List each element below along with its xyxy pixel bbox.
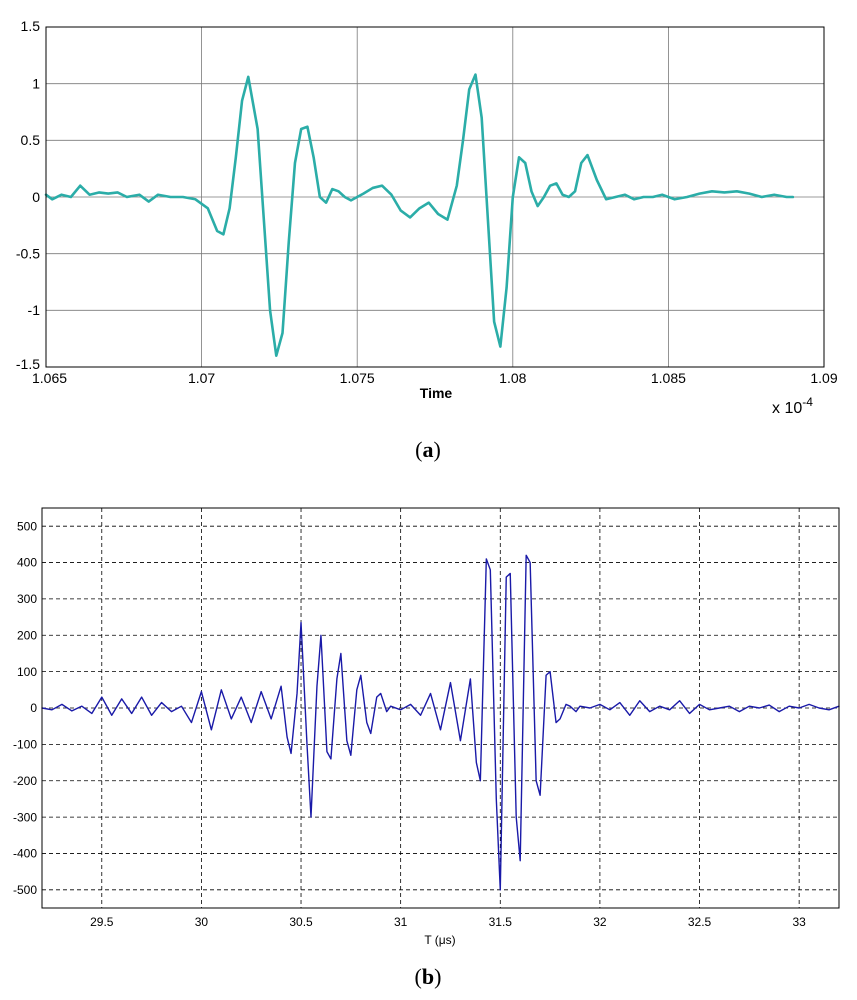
chart-b-x-tick-label: 29.5 [90,915,114,929]
chart-b-y-tick-label: 0 [30,701,37,715]
chart-a-caption: (a) [415,437,441,462]
chart-b-x-tick-label: 30 [195,915,209,929]
chart-a-exponent-power: -4 [802,395,813,409]
chart-b-series-line [41,554,840,891]
chart-b-y-tick-label: -500 [13,883,37,897]
chart-b: 29.5 30 30.5 31 31.5 32 32.5 33 500 400 300 200 100… [13,507,840,989]
chart-a-x-tick-label: 1.065 [32,370,67,386]
chart-a-x-tick-label: 1.075 [340,370,375,386]
chart-b-x-tick-label: 32.5 [688,915,712,929]
chart-a-y-ticks: 1.5 1 0.5 0 -0.5 -1 -1.5 [16,18,40,372]
chart-b-y-tick-label: 300 [17,592,37,606]
chart-a-exponent-base: x 10 [772,400,802,417]
chart-a-x-tick-label: 1.07 [188,370,215,386]
chart-b-y-tick-label: -400 [13,847,37,861]
chart-a-x-ticks: 1.065 1.07 1.075 1.08 1.085 1.09 [32,370,838,386]
chart-a: 1.065 1.07 1.075 1.08 1.085 1.09 1.5 1 0.5 0 -0.5… [16,18,838,462]
chart-b-y-tick-label: 100 [17,665,37,679]
chart-a-y-tick-label: 1.5 [21,18,41,34]
chart-a-y-tick-label: 1 [32,76,40,92]
chart-b-y-tick-label: 200 [17,628,37,642]
chart-b-x-ticks: 29.5 30 30.5 31 31.5 32 32.5 33 [90,915,806,929]
chart-a-axes-frame [45,26,825,368]
chart-a-y-tick-label: -0.5 [16,246,40,262]
chart-b-x-tick-label: 33 [792,915,806,929]
chart-a-series-path [44,73,795,357]
chart-a-y-tick-label: -1 [28,302,41,318]
chart-b-y-tick-label: -100 [13,738,37,752]
chart-a-caption-letter: a [423,437,434,462]
chart-a-series-line [44,73,795,357]
chart-b-y-tick-label: 400 [17,556,37,570]
chart-b-caption-letter: b [422,964,434,989]
chart-b-y-tick-label: -200 [13,774,37,788]
chart-a-x-tick-label: 1.09 [810,370,837,386]
chart-a-y-tick-label: -1.5 [16,356,40,372]
chart-b-y-ticks: 500 400 300 200 100 0 -100 -200 -300 -400 -500 [13,519,37,897]
chart-a-y-tick-label: 0.5 [21,132,41,148]
chart-b-y-tick-label: 500 [17,519,37,533]
chart-b-axes-frame [41,507,840,909]
chart-b-x-tick-label: 31.5 [489,915,513,929]
chart-a-x-label: Time [420,385,453,401]
chart-b-x-tick-label: 30.5 [289,915,313,929]
chart-b-x-tick-label: 31 [394,915,408,929]
chart-b-x-label: T (μs) [424,933,455,947]
chart-a-x-tick-label: 1.085 [651,370,686,386]
chart-b-y-tick-label: -300 [13,810,37,824]
chart-a-y-tick-label: 0 [32,189,40,205]
chart-b-series-path [41,554,840,891]
chart-b-x-tick-label: 32 [593,915,607,929]
chart-a-x-tick-label: 1.08 [499,370,526,386]
chart-a-exponent-label: x 10-4 [772,395,813,417]
chart-b-caption: (b) [415,964,442,989]
